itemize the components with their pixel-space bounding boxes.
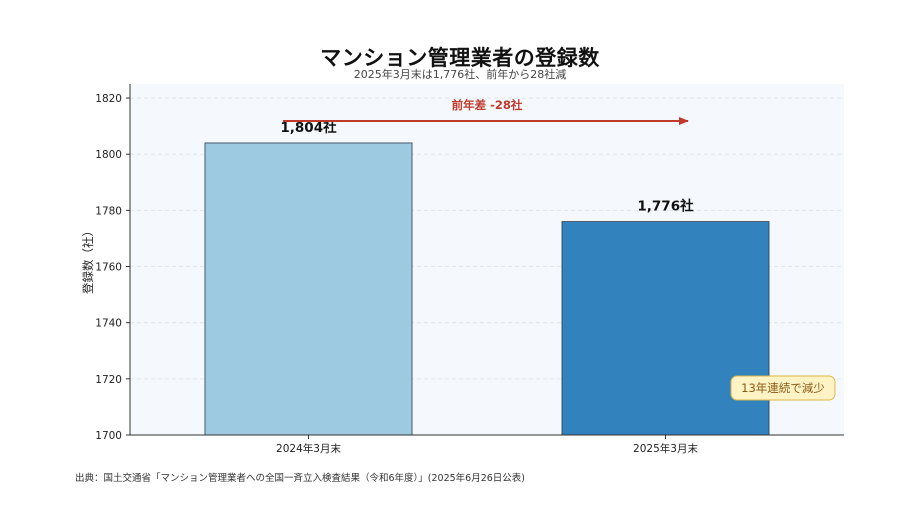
y-tick-label: 1820 — [95, 93, 122, 105]
chart-title: マンション管理業者の登録数 — [320, 46, 600, 70]
y-tick-label: 1700 — [95, 430, 122, 442]
badge-box — [730, 375, 836, 401]
bar — [561, 221, 770, 436]
y-tick-label: 1740 — [95, 318, 122, 330]
y-axis-label: 登録数（社） — [81, 225, 95, 294]
y-tick-label: 1760 — [95, 262, 122, 274]
badge-label: 13年連続で減少 — [741, 381, 825, 395]
bars — [204, 142, 770, 436]
y-tick-label: 1780 — [95, 205, 122, 217]
y-tick-label: 1720 — [95, 374, 122, 386]
bar — [204, 142, 413, 436]
data-label: 1,776社 — [637, 198, 694, 215]
source-note: 出典：国土交通省「マンション管理業者への全国一斉立入検査結果（令和6年度）」(2… — [75, 473, 526, 484]
y-tick-label: 1800 — [95, 149, 122, 161]
labels: 1,804社 1,776社 — [280, 119, 694, 215]
annotations: 前年差 -28社 13年連続で減少 — [283, 98, 836, 401]
x-tick-label: 2024年3月末 — [276, 442, 341, 455]
chart-subtitle: 2025年3月末は1,776社、前年から28社減 — [353, 68, 567, 81]
axes: 1700 1720 1740 1760 1780 1800 1820 登録数（社） 2024年3… — [81, 84, 844, 455]
change-label: 前年差 -28社 — [452, 98, 523, 112]
x-tick-label: 2025年3月末 — [633, 442, 698, 455]
data-label: 1,804社 — [280, 119, 337, 136]
